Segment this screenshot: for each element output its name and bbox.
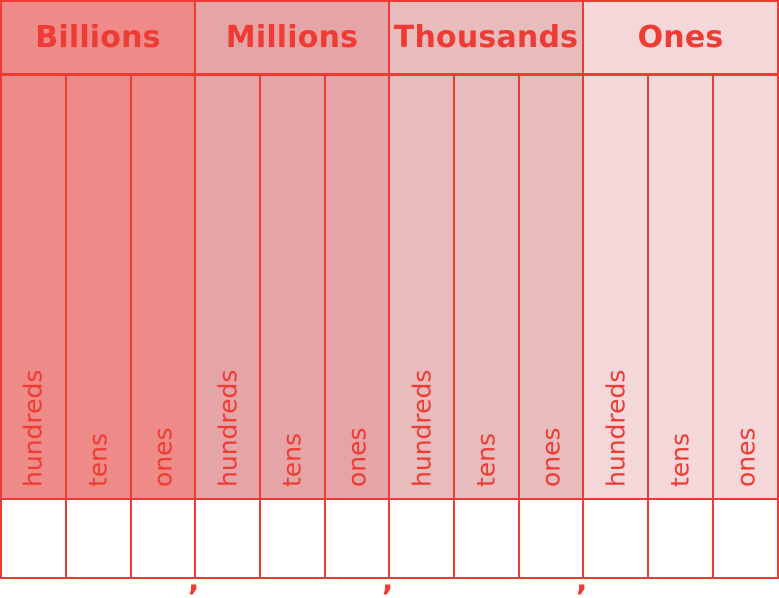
col-millions-tens: tens (260, 75, 324, 499)
col-ones-tens: tens (648, 75, 712, 499)
col-thousands-tens: tens (454, 75, 518, 499)
comma-separator-thousands: , (576, 563, 588, 598)
answer-cell-millions-hundreds[interactable] (196, 500, 260, 578)
col-thousands-ones: ones (519, 75, 583, 499)
group-thousands: Thousands (389, 1, 583, 499)
group-title-billions: Billions (1, 1, 195, 75)
grid-left-line (0, 0, 2, 579)
col-label-millions-tens: tens (277, 432, 307, 487)
col-billions-ones: ones (131, 75, 195, 499)
grid-col-line (647, 75, 649, 579)
answer-cell-thousands-hundreds[interactable] (390, 500, 454, 578)
answer-cell-millions-ones[interactable] (325, 500, 389, 578)
col-label-thousands-tens: tens (471, 432, 501, 487)
group-title-ones: Ones (583, 1, 778, 75)
col-thousands-hundreds: hundreds (390, 75, 454, 499)
col-ones-ones: ones (713, 75, 778, 499)
group-billions: Billions (1, 1, 195, 499)
answer-cell-billions-ones[interactable] (131, 500, 195, 578)
group-title-millions: Millions (195, 1, 389, 75)
grid-right-line (777, 0, 779, 579)
grid-col-line (65, 75, 67, 579)
col-label-millions-ones: ones (342, 427, 372, 487)
grid-col-line (518, 75, 520, 579)
col-label-ones-tens: tens (665, 432, 695, 487)
grid-group-divider-2 (388, 0, 390, 579)
group-ones: Ones (583, 1, 778, 499)
group-title-thousands: Thousands (389, 1, 583, 75)
grid-col-line (259, 75, 261, 579)
answer-cell-millions-tens[interactable] (260, 500, 324, 578)
col-billions-tens: tens (66, 75, 130, 499)
col-millions-hundreds: hundreds (196, 75, 260, 499)
col-label-millions-hundreds: hundreds (213, 369, 243, 487)
col-label-billions-ones: ones (148, 427, 178, 487)
grid-col-line (130, 75, 132, 579)
answer-cell-thousands-ones[interactable] (519, 500, 583, 578)
answer-cell-ones-ones[interactable] (713, 500, 778, 578)
col-billions-hundreds: hundreds (1, 75, 65, 499)
col-label-billions-tens: tens (83, 432, 113, 487)
comma-separator-billions: , (188, 563, 200, 598)
col-label-ones-ones: ones (731, 427, 760, 487)
answer-cell-ones-hundreds[interactable] (584, 500, 648, 578)
grid-col-line (712, 75, 714, 579)
answer-cell-ones-tens[interactable] (648, 500, 712, 578)
answer-cell-billions-tens[interactable] (66, 500, 130, 578)
comma-separator-millions: , (382, 563, 394, 598)
col-label-ones-hundreds: hundreds (601, 369, 631, 487)
grid-group-divider-3 (582, 0, 584, 579)
grid-group-divider-1 (194, 0, 196, 579)
grid-col-line (324, 75, 326, 579)
col-label-thousands-hundreds: hundreds (407, 369, 437, 487)
grid-col-line (453, 75, 455, 579)
col-label-thousands-ones: ones (536, 427, 566, 487)
col-millions-ones: ones (325, 75, 389, 499)
answer-cell-thousands-tens[interactable] (454, 500, 518, 578)
answer-cell-billions-hundreds[interactable] (1, 500, 65, 578)
col-ones-hundreds: hundreds (584, 75, 648, 499)
col-label-billions-hundreds: hundreds (18, 369, 48, 487)
group-millions: Millions (195, 1, 389, 499)
